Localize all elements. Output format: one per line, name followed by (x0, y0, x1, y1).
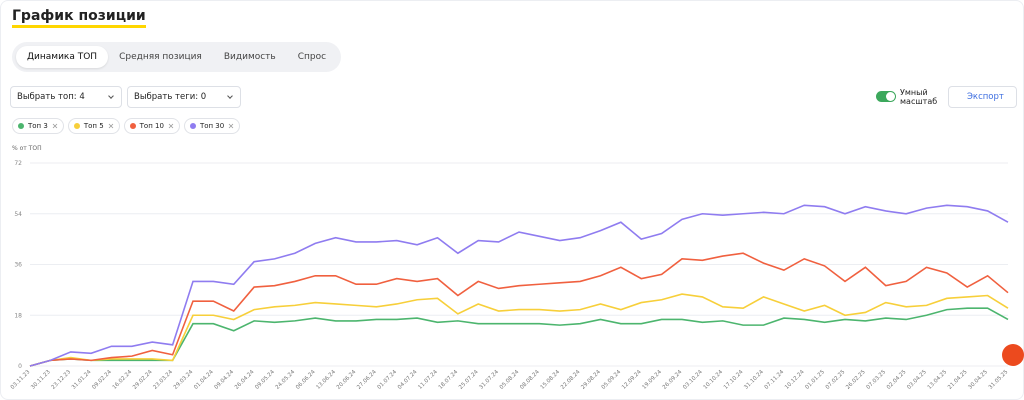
x-tick-label: 03.04.25 (906, 369, 928, 391)
x-tick-label: 29.03.24 (173, 369, 195, 391)
x-tick-label: 15.08.24 (540, 369, 562, 391)
x-tick-label: 30.04.25 (967, 369, 989, 391)
remove-icon[interactable] (52, 123, 58, 129)
line (29, 293, 1009, 367)
legend-label: Топ 5 (83, 122, 104, 130)
x-tick-label: 09.04.24 (214, 369, 236, 391)
x-tick-label: 17.10.24 (723, 369, 745, 391)
y-tick-label: 36 (14, 262, 22, 269)
toggle-label: Умный масштаб (900, 88, 938, 106)
select[interactable]: Выбрать топ: 4 (10, 86, 122, 108)
x-tick-label: 10.12.24 (784, 369, 806, 391)
remove-icon[interactable] (228, 123, 234, 129)
legend-chip[interactable]: Топ 3 (12, 118, 64, 134)
y-axis-label: % от ТОП (12, 145, 42, 152)
legend-dot (18, 123, 24, 129)
x-tick-label: 07.11.24 (764, 369, 786, 391)
x-tick-label: 23.03.24 (152, 369, 174, 391)
x-tick-label: 31.05.25 (988, 369, 1010, 391)
x-tick-label: 12.09.24 (621, 369, 643, 391)
legend-label: Топ 30 (199, 122, 225, 130)
legend-dot (73, 123, 80, 129)
x-tick-label: 22.08.24 (560, 369, 582, 391)
line (29, 307, 1009, 367)
y-tick-label: 54 (14, 211, 22, 218)
remove-icon[interactable] (108, 123, 114, 129)
x-tick-label: 24.05.24 (275, 369, 297, 391)
x-tick-label: 09.05.24 (254, 369, 276, 391)
remove-icon[interactable] (168, 123, 174, 129)
x-tick-label: 06.06.24 (295, 369, 317, 391)
tab[interactable]: Видимость (223, 52, 276, 62)
x-tick-label: 05.08.24 (499, 369, 521, 391)
x-tick-label: 21.04.25 (947, 369, 969, 391)
x-tick-label: 29.08.24 (580, 369, 602, 391)
legend-chip[interactable]: Топ 30 (183, 118, 241, 134)
x-tick-label: 31.07.24 (478, 369, 500, 391)
y-tick-label: 18 (14, 312, 22, 319)
legend-chip[interactable]: Топ 10 (123, 118, 180, 134)
legend-chip[interactable]: Топ 5 (67, 118, 120, 134)
x-tick-label: 03.10.24 (682, 369, 704, 391)
x-tick-label: 02.04.25 (886, 369, 908, 391)
export-button[interactable]: Экспорт (948, 86, 1017, 108)
y-tick-label: 0 (18, 363, 22, 370)
x-tick-label: 26.04.24 (234, 369, 256, 391)
x-tick-label: 07.02.25 (825, 369, 847, 391)
chat-button[interactable] (1002, 344, 1024, 366)
x-tick-label: 26.02.25 (845, 369, 867, 391)
x-tick-label: 25.07.24 (458, 369, 480, 391)
select[interactable]: Выбрать теги: 0 (127, 86, 241, 108)
x-tick-label: 05.09.24 (601, 369, 623, 391)
x-tick-label: 27.06.24 (356, 369, 378, 391)
x-tick-label: 01.07.24 (377, 369, 399, 391)
line (29, 252, 1009, 367)
y-tick-label: 72 (14, 160, 22, 167)
x-tick-label: 07.03.25 (866, 369, 888, 391)
toggle[interactable] (876, 91, 896, 102)
x-tick-label: 01.04.24 (193, 369, 215, 391)
x-tick-label: 29.02.24 (132, 369, 154, 391)
tab[interactable]: Спрос (297, 52, 327, 62)
x-tick-label: 20.06.24 (336, 369, 358, 391)
tab[interactable]: Динамика ТОП (16, 46, 109, 68)
x-tick-label: 03.11.23 (10, 369, 32, 391)
x-tick-label: 13.04.25 (927, 369, 949, 391)
legend-label: Топ 10 (139, 122, 164, 130)
x-tick-label: 13.06.24 (315, 369, 337, 391)
tabs: Динамика ТОП Средняя позиция Видимость С… (12, 42, 342, 72)
x-tick-label: 08.08.24 (519, 369, 541, 391)
legend: Топ 3 Топ 5 Топ 10 Топ 30 (12, 118, 241, 134)
x-tick-label: 10.10.24 (703, 369, 725, 391)
x-tick-label: 31.10.24 (743, 369, 765, 391)
x-tick-label: 16.02.24 (112, 369, 134, 391)
x-tick-label: 19.09.24 (641, 369, 663, 391)
x-tick-label: 26.09.24 (662, 369, 684, 391)
x-tick-label: 09.02.24 (91, 369, 113, 391)
tab[interactable]: Средняя позиция (119, 52, 202, 62)
x-tick-label: 18.07.24 (438, 369, 460, 391)
legend-dot (129, 123, 136, 129)
x-tick-label: 23.12.23 (51, 369, 73, 391)
x-tick-label: 01.01.25 (804, 369, 826, 391)
x-tick-label: 04.07.24 (397, 369, 419, 391)
x-tick-label: 31.01.24 (71, 369, 93, 391)
title: График позиции (12, 8, 146, 28)
legend-label: Топ 3 (28, 122, 48, 130)
x-tick-label: 30.11.23 (30, 369, 52, 391)
x-tick-label: 11.07.24 (417, 369, 439, 391)
legend-dot (189, 123, 196, 129)
line (29, 204, 1009, 367)
